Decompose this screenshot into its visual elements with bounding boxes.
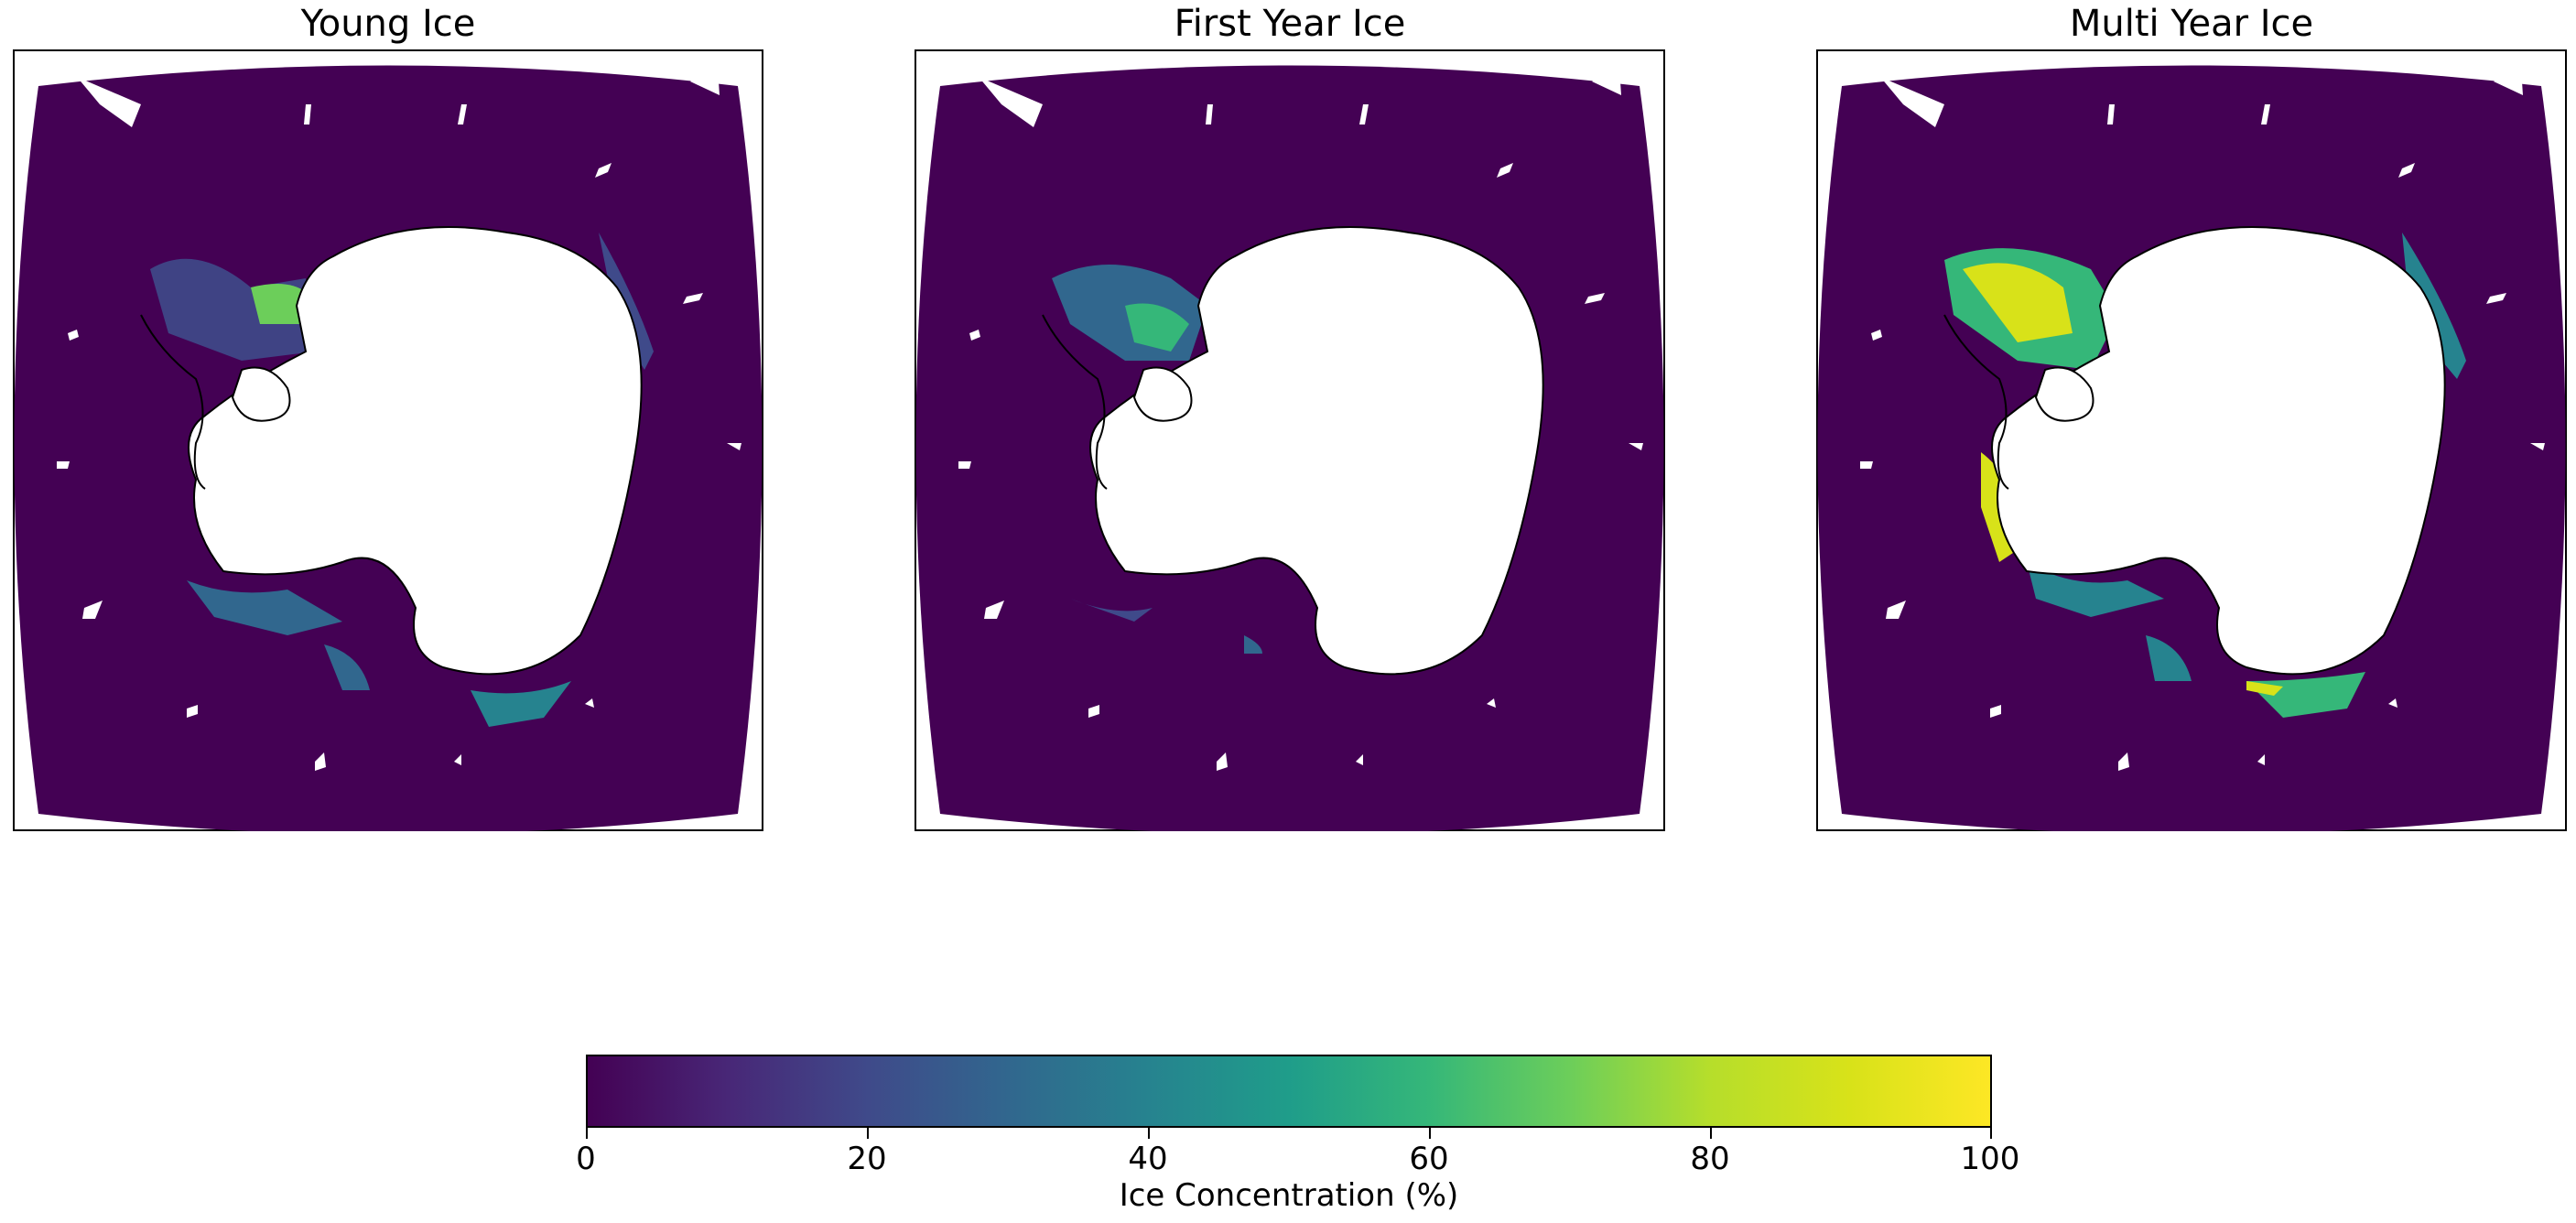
sea-ice-ross xyxy=(187,580,342,635)
sea-ice-weddell-high xyxy=(1125,303,1189,352)
map-panel-first-year-ice xyxy=(915,49,1665,831)
data-gap xyxy=(1217,752,1228,771)
colorbar-tick xyxy=(1148,1128,1150,1139)
antarctica-landmass xyxy=(1991,226,2446,676)
data-gap xyxy=(2388,698,2397,708)
ronne-ice-shelf xyxy=(1132,366,1193,422)
sea-ice-east-coast xyxy=(2402,233,2466,379)
data-gap xyxy=(315,752,326,771)
data-gap xyxy=(82,601,103,619)
data-gap xyxy=(1088,705,1099,718)
colorbar xyxy=(586,1055,1992,1128)
antarctic-map-young-ice xyxy=(13,49,763,831)
data-gap xyxy=(2486,293,2506,304)
data-gap xyxy=(1497,163,1513,178)
data-gap xyxy=(1990,705,2001,718)
sea-ice-ross-east xyxy=(2146,635,2192,681)
map-panel-multi-year-ice xyxy=(1816,49,2567,831)
sea-ice-weddell-high xyxy=(1963,263,2073,342)
data-gap xyxy=(1880,77,1944,127)
data-gap xyxy=(458,104,467,124)
data-gap xyxy=(595,163,612,178)
data-gap xyxy=(187,705,198,718)
colorbar-tick xyxy=(1710,1128,1712,1139)
sea-ice-east xyxy=(471,681,571,727)
sea-ice-ross xyxy=(1070,599,1153,622)
antarctic-map-first-year-ice xyxy=(915,49,1665,831)
sea-ice-ross-east xyxy=(1244,635,1262,654)
colorbar-tick-label: 20 xyxy=(847,1141,887,1177)
data-gap xyxy=(2257,754,2265,765)
antarctic-peninsula-coast xyxy=(140,314,206,490)
data-gap xyxy=(683,293,703,304)
data-gap xyxy=(304,104,311,124)
colorbar-label: Ice Concentration (%) xyxy=(1119,1177,1459,1214)
data-gap xyxy=(979,77,1043,127)
data-gap xyxy=(68,330,79,341)
data-gap xyxy=(2107,104,2115,124)
data-gap xyxy=(1356,754,1363,765)
sea-ice-east xyxy=(2246,672,2365,718)
data-gap xyxy=(1585,293,1605,304)
data-gap xyxy=(1860,461,1873,469)
data-gap xyxy=(585,698,594,708)
data-gap xyxy=(1359,104,1369,124)
data-gap xyxy=(77,77,141,127)
data-gap xyxy=(690,68,720,95)
colorbar-tick xyxy=(1990,1128,1992,1139)
data-gap xyxy=(2261,104,2270,124)
sea-ice-ross-east xyxy=(324,644,370,690)
colorbar-tick-label: 100 xyxy=(1960,1141,2020,1177)
ronne-ice-shelf xyxy=(231,366,291,422)
data-gap xyxy=(2398,163,2415,178)
data-gap xyxy=(57,461,70,469)
data-gap xyxy=(727,443,741,450)
data-gap xyxy=(2118,752,2129,771)
panel-title-young-ice: Young Ice xyxy=(300,3,476,45)
antarctic-peninsula-coast xyxy=(1943,314,2009,490)
antarctic-peninsula-coast xyxy=(1042,314,1108,490)
antarctic-map-multi-year-ice xyxy=(1816,49,2567,831)
data-gap xyxy=(984,601,1004,619)
data-gap xyxy=(969,330,980,341)
panel-title-multi-year-ice: Multi Year Ice xyxy=(2069,3,2314,45)
colorbar-tick-label: 40 xyxy=(1128,1141,1168,1177)
data-gap xyxy=(1871,330,1882,341)
antarctica-landmass xyxy=(1089,226,1544,676)
data-gap xyxy=(1592,68,1621,95)
sea-ice-ross xyxy=(2027,562,2164,617)
sea-ice-weddell-high xyxy=(251,284,306,324)
data-gap xyxy=(1487,698,1496,708)
sea-ice-east-coast xyxy=(599,233,654,370)
colorbar-tick xyxy=(586,1128,588,1139)
data-gap xyxy=(2530,443,2545,450)
colorbar-tick xyxy=(1429,1128,1431,1139)
map-panel-young-ice xyxy=(13,49,763,831)
data-gap xyxy=(454,754,461,765)
data-gap xyxy=(2494,68,2523,95)
colorbar-tick-label: 60 xyxy=(1409,1141,1449,1177)
ronne-ice-shelf xyxy=(2034,366,2094,422)
data-gap xyxy=(1629,443,1643,450)
data-gap xyxy=(1886,601,1906,619)
colorbar-tick-label: 80 xyxy=(1690,1141,1730,1177)
colorbar-tick xyxy=(867,1128,869,1139)
sea-ice-east-high xyxy=(2246,681,2283,696)
data-gap xyxy=(1206,104,1213,124)
data-gap xyxy=(958,461,971,469)
antarctica-landmass xyxy=(188,226,643,676)
colorbar-tick-label: 0 xyxy=(576,1141,596,1177)
panel-title-first-year-ice: First Year Ice xyxy=(1174,3,1406,45)
